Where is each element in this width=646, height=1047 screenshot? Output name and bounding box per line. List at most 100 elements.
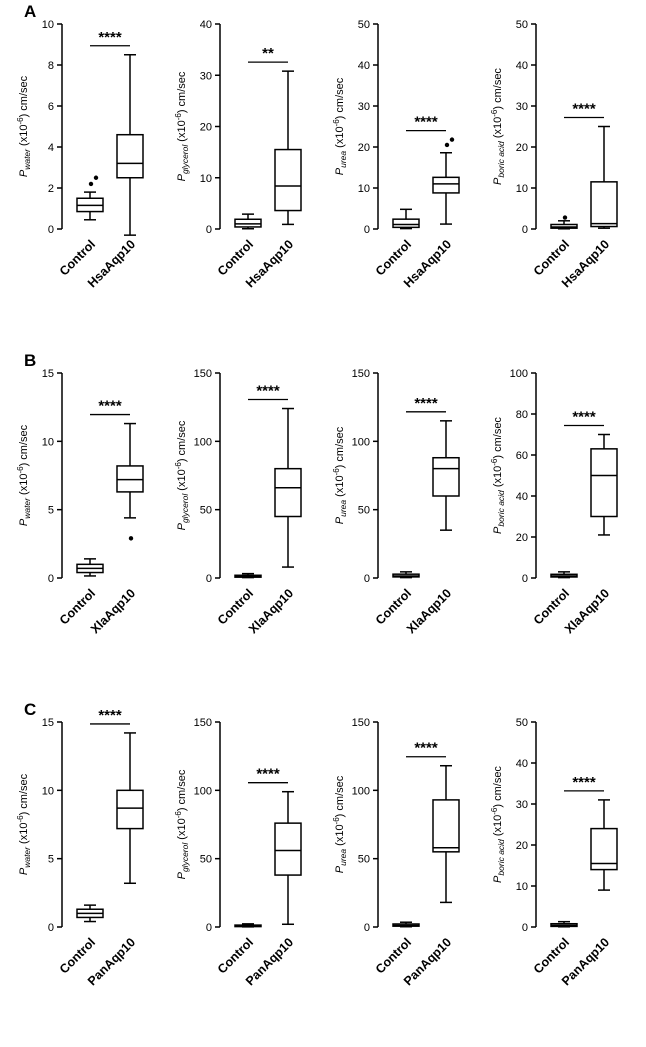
y-tick-label: 50 <box>200 505 212 517</box>
y-axis: 0 50 100 150 <box>194 368 221 585</box>
y-tick-label: 15 <box>42 368 54 380</box>
y-tick-label: 10 <box>516 881 528 893</box>
y-tick-label: 2 <box>48 183 54 195</box>
y-tick-label: 0 <box>206 573 212 585</box>
significance-stars: **** <box>256 766 280 783</box>
outlier-dot <box>93 175 99 180</box>
box-hsaaqp10 <box>274 70 302 226</box>
y-tick-label: 50 <box>358 505 370 517</box>
y-tick-label: 0 <box>48 922 54 934</box>
box-control <box>550 215 578 230</box>
significance-stars: **** <box>572 409 596 426</box>
y-tick-label: 5 <box>48 505 54 517</box>
y-axis-label: Pwater (x10-6) cm/sec <box>16 424 32 526</box>
y-tick-label: 20 <box>516 142 528 154</box>
y-axis-label: Pwater (x10-6) cm/sec <box>16 773 32 875</box>
y-tick-label: 50 <box>516 717 528 729</box>
y-tick-label: 100 <box>352 785 370 797</box>
significance-stars: ** <box>262 45 274 62</box>
y-tick-label: 50 <box>200 854 212 866</box>
y-tick-label: 10 <box>42 436 54 448</box>
y-tick-label: 10 <box>42 785 54 797</box>
y-axis: 0 2 4 6 8 10 <box>42 19 63 236</box>
y-axis-label: Pglycerol (x10-6) cm/sec <box>174 71 190 181</box>
significance-stars: **** <box>414 740 438 757</box>
significance-stars: **** <box>98 29 122 46</box>
box-hsaaqp10 <box>432 137 460 225</box>
y-axis: 0 5 10 15 <box>42 368 63 585</box>
y-tick-label: 50 <box>358 19 370 31</box>
y-axis-label: Pboric acid (x10-6) cm/sec <box>490 68 506 185</box>
y-tick-label: 0 <box>364 573 370 585</box>
y-axis: 0 20 40 60 80 100 <box>510 368 537 585</box>
y-tick-label: 150 <box>352 717 370 729</box>
y-axis-label: Purea (x10-6) cm/sec <box>332 77 348 175</box>
y-tick-label: 40 <box>200 19 212 31</box>
row-label-c: C <box>24 700 37 719</box>
y-tick-label: 100 <box>352 436 370 448</box>
significance-stars: **** <box>414 114 438 131</box>
y-tick-label: 100 <box>194 436 212 448</box>
box-panaqp10 <box>116 732 144 885</box>
significance-stars: **** <box>98 707 122 724</box>
box-panaqp10 <box>432 764 460 904</box>
y-axis: 0 10 20 30 40 <box>200 19 221 236</box>
box-hsaaqp10 <box>590 125 618 229</box>
box-panaqp10 <box>590 799 618 891</box>
y-tick-label: 10 <box>200 173 212 185</box>
y-tick-label: 20 <box>516 840 528 852</box>
significance-stars: **** <box>256 383 280 400</box>
row-label-b: B <box>24 351 37 370</box>
y-tick-label: 30 <box>516 101 528 113</box>
y-tick-label: 10 <box>42 19 54 31</box>
y-tick-label: 0 <box>206 922 212 934</box>
figure-row-a: A 0 2 4 6 8 10 Pwater (x10-6) cm/sec Control Hsa… <box>0 0 646 349</box>
y-tick-label: 0 <box>522 922 528 934</box>
y-tick-label: 4 <box>48 142 54 154</box>
box-panaqp10 <box>274 790 302 926</box>
y-axis-label: Pglycerol (x10-6) cm/sec <box>174 420 190 530</box>
outlier-dot <box>444 142 450 148</box>
box-control <box>392 921 420 928</box>
outlier-dot <box>562 215 568 220</box>
box-xlaaqp10 <box>274 407 302 568</box>
y-tick-label: 0 <box>206 224 212 236</box>
y-axis: 0 5 10 15 <box>42 717 63 934</box>
y-tick-label: 0 <box>48 573 54 585</box>
y-axis: 0 50 100 150 <box>352 717 379 934</box>
y-tick-label: 20 <box>358 142 370 154</box>
y-tick-label: 30 <box>516 799 528 811</box>
y-tick-label: 100 <box>194 785 212 797</box>
box-hsaaqp10 <box>116 54 144 236</box>
box-control <box>76 558 104 577</box>
y-tick-label: 6 <box>48 101 54 113</box>
box-xlaaqp10 <box>432 420 460 531</box>
y-tick-label: 80 <box>516 409 528 421</box>
y-axis-label: Pwater (x10-6) cm/sec <box>16 75 32 177</box>
box-control <box>76 175 104 221</box>
y-tick-label: 150 <box>352 368 370 380</box>
significance-stars: **** <box>414 395 438 412</box>
box-control <box>234 923 262 928</box>
y-axis: 0 50 100 150 <box>194 717 221 934</box>
y-tick-label: 60 <box>516 450 528 462</box>
y-tick-label: 5 <box>48 854 54 866</box>
outlier-dot <box>449 137 455 142</box>
y-tick-label: 100 <box>510 368 528 380</box>
box-xlaaqp10 <box>116 422 144 541</box>
y-axis: 0 10 20 30 40 50 <box>516 19 537 236</box>
significance-stars: **** <box>572 774 596 791</box>
box-control <box>392 208 420 230</box>
significance-stars: **** <box>572 101 596 118</box>
